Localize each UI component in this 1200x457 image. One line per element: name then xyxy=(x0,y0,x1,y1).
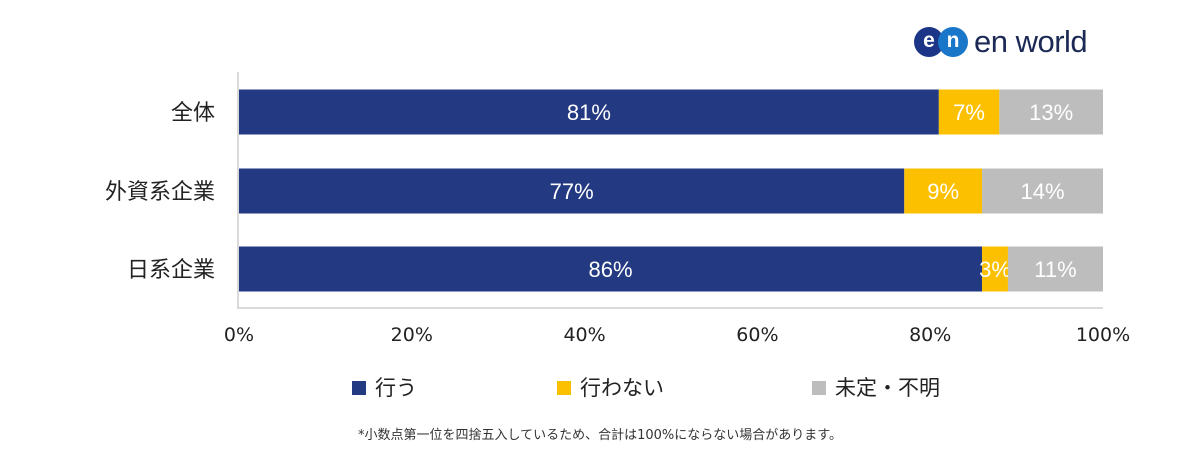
footnote: *小数点第一位を四捨五入しているため、合計は100%にならない場合があります。 xyxy=(358,428,842,443)
data-label: 86% xyxy=(588,257,632,282)
data-label: 14% xyxy=(1020,179,1064,204)
data-label: 13% xyxy=(1029,100,1073,125)
bar-segment xyxy=(239,89,939,135)
legend-item-not-go: 行わない xyxy=(557,375,664,401)
category-label: 外資系企業 xyxy=(105,180,215,205)
x-tick-label: 80% xyxy=(909,324,951,346)
data-label: 3% xyxy=(979,257,1011,282)
x-tick-label: 0% xyxy=(224,324,254,346)
x-tick-label: 40% xyxy=(563,324,605,346)
legend-item-go: 行う xyxy=(352,375,417,401)
bar-segment xyxy=(982,246,1008,292)
category-label: 全体 xyxy=(171,101,215,126)
logo-mark-n: n xyxy=(938,27,968,57)
bar-segment xyxy=(938,89,1000,135)
data-label: 7% xyxy=(953,100,985,125)
stacked-bar-chart: 0% 20% 40% 60% 80% 100% 全体 81% 7% 13% 外資系企業 77% 9% 14… xyxy=(105,72,1130,346)
legend-label-go: 行う xyxy=(375,376,417,400)
x-tick-label: 20% xyxy=(391,324,433,346)
bar-segment xyxy=(1007,246,1103,292)
legend-label-undecided: 未定・不明 xyxy=(835,376,940,400)
data-label: 81% xyxy=(567,100,611,125)
legend-swatch-undecided xyxy=(812,381,826,395)
enworld-logo: e n en world xyxy=(914,24,1088,60)
bar-segment xyxy=(999,89,1103,135)
x-tick-label: 60% xyxy=(736,324,778,346)
data-label: 9% xyxy=(927,179,959,204)
x-tick-label: 100% xyxy=(1076,324,1130,346)
logo-mark-icon: e n xyxy=(914,27,968,57)
data-label: 77% xyxy=(550,179,594,204)
legend-label-not-go: 行わない xyxy=(580,376,664,400)
chart-legend: 行う 行わない 未定・不明 xyxy=(0,375,1200,401)
legend-swatch-go xyxy=(352,381,366,395)
bar-segment xyxy=(904,168,983,214)
legend-swatch-not-go xyxy=(557,381,571,395)
bar-segment xyxy=(239,168,905,214)
data-label: 11% xyxy=(1034,257,1076,282)
logo-text: en world xyxy=(974,24,1088,59)
category-label: 日系企業 xyxy=(127,258,215,283)
legend-item-undecided: 未定・不明 xyxy=(812,375,940,401)
bar-segment xyxy=(982,168,1103,214)
bar-segment xyxy=(239,246,983,292)
